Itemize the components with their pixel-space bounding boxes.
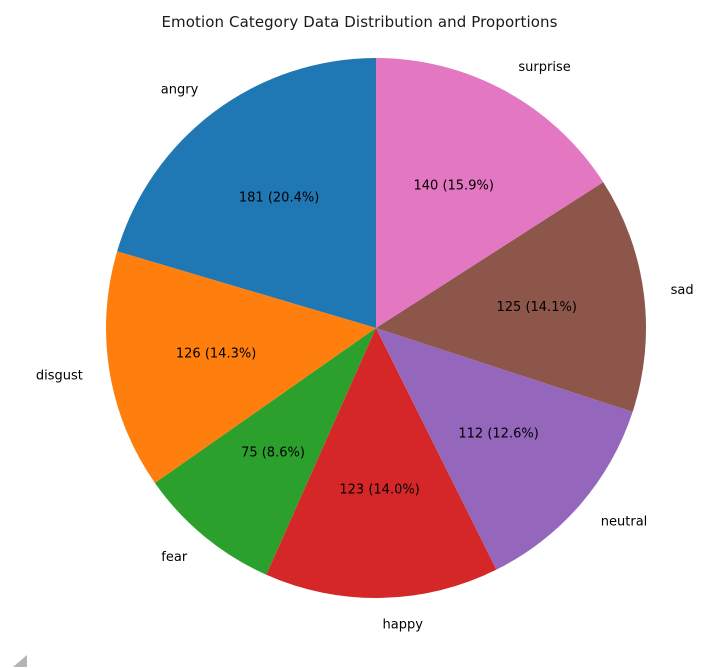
pie-slice-surprise (376, 58, 604, 328)
chart-title: Emotion Category Data Distribution and P… (161, 13, 558, 31)
slice-value-sad: 125 (14.1%) (497, 300, 577, 315)
pie-slice-happy (266, 328, 497, 599)
slice-label-angry: angry (161, 83, 199, 98)
slice-label-surprise: surprise (518, 60, 570, 75)
slice-value-fear: 75 (8.6%) (241, 446, 305, 461)
slice-value-happy: 123 (14.0%) (339, 483, 419, 498)
slice-value-neutral: 112 (12.6%) (458, 426, 538, 441)
pie-slice-sad (376, 182, 647, 412)
pie-slice-fear (154, 328, 376, 575)
slice-label-sad: sad (671, 283, 694, 298)
resize-grip-triangle (13, 655, 27, 667)
slice-label-disgust: disgust (36, 368, 83, 383)
slice-label-happy: happy (383, 617, 424, 632)
pie-slice-neutral (376, 328, 633, 570)
pie-slice-angry (117, 58, 376, 328)
pie-slice-disgust (105, 251, 376, 484)
slice-label-neutral: neutral (601, 515, 648, 530)
slice-value-disgust: 126 (14.3%) (176, 347, 256, 362)
slice-value-angry: 181 (20.4%) (239, 191, 319, 206)
resize-grip-icon[interactable] (13, 655, 27, 667)
slice-label-fear: fear (161, 550, 188, 565)
slice-value-surprise: 140 (15.9%) (414, 178, 494, 193)
